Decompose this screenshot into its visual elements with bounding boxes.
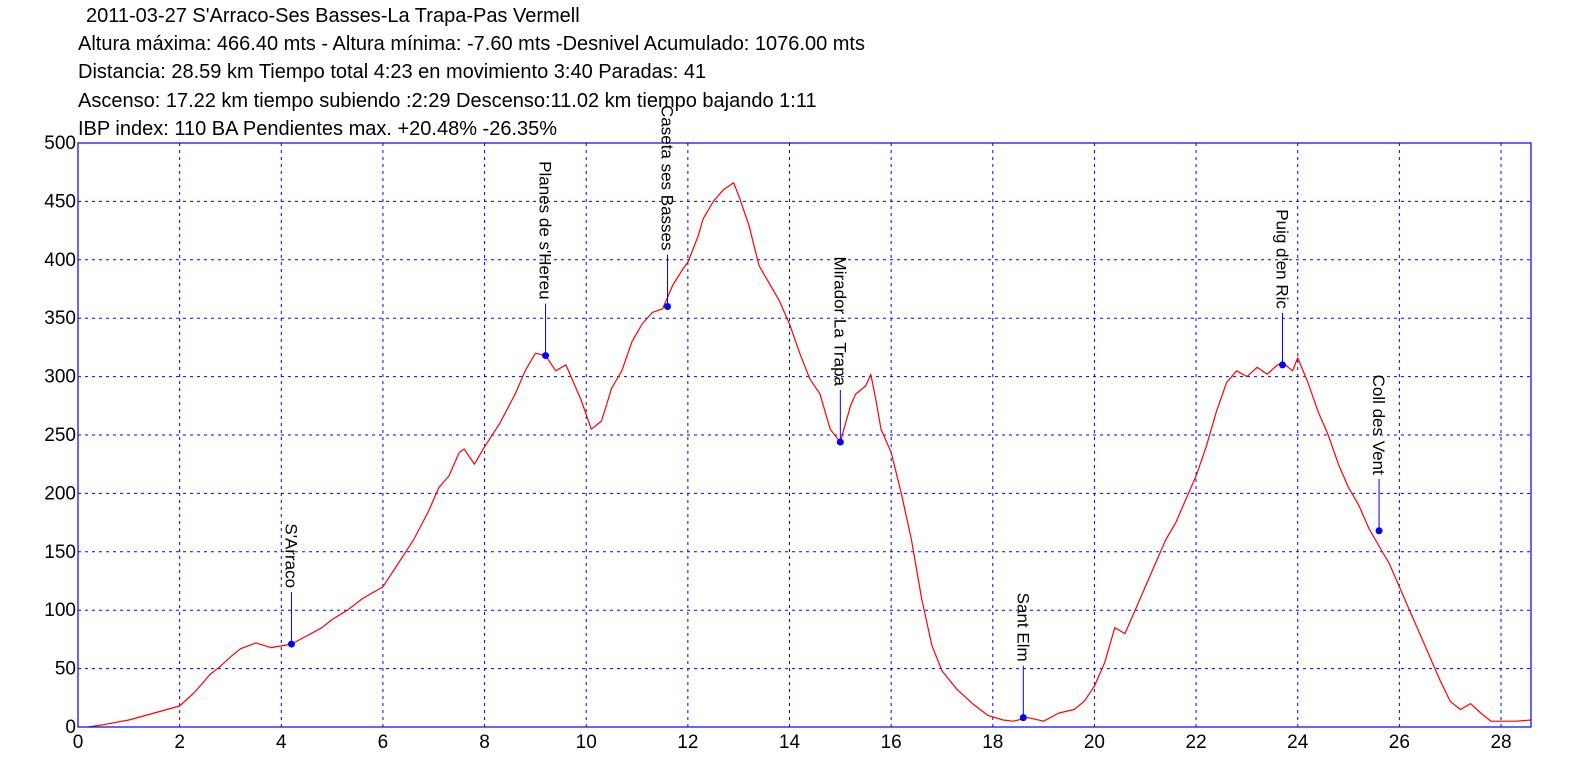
profile-line-layer: [88, 182, 1532, 728]
waypoint-marker: [664, 303, 672, 311]
x-tick-label: 12: [677, 732, 698, 753]
waypoint-marker: [287, 640, 295, 648]
elevation-profile-line: [88, 182, 1532, 728]
y-tick-label: 150: [44, 542, 76, 563]
x-tick-label: 24: [1287, 732, 1309, 753]
waypoint: Coll des Vent: [1369, 375, 1388, 535]
waypoint: Mirador La Trapa: [830, 257, 849, 446]
y-axis-tick-labels: 0 50 100 150 200 250 300 350 400 450 500: [44, 133, 76, 738]
y-tick-label: 450: [44, 191, 76, 212]
x-tick-label: 18: [982, 732, 1003, 753]
plot-frame: [77, 142, 1532, 728]
y-tick-label: 400: [44, 250, 76, 271]
x-axis-tick-labels: 0 2 4 6 8 10 12 14 16 18 20 22 24 26 28: [73, 732, 1512, 753]
plot-frame-layer: [77, 142, 1532, 728]
y-tick-label: 250: [44, 425, 76, 446]
waypoint: Puig d'en Ric: [1272, 209, 1291, 369]
waypoint-label: Coll des Vent: [1369, 375, 1388, 475]
y-tick-label: 200: [44, 483, 76, 504]
waypoint-marker: [542, 352, 550, 360]
y-tick-label: 50: [55, 659, 76, 680]
y-tick-label: 300: [44, 367, 76, 388]
x-tick-label: 6: [378, 732, 389, 753]
waypoint-label: S'Arraco: [281, 523, 300, 588]
y-tick-label: 0: [65, 717, 76, 738]
x-tick-label: 10: [576, 732, 597, 753]
x-tick-label: 14: [779, 732, 801, 753]
x-tick-label: 26: [1389, 732, 1410, 753]
waypoint-marker: [1278, 361, 1286, 369]
waypoint: Sant Elm: [1013, 593, 1032, 722]
y-tick-label: 350: [44, 308, 76, 329]
grid: [78, 143, 1531, 727]
waypoint-label: Puig d'en Ric: [1272, 209, 1291, 309]
ibp-summary: IBP index: 110 BA Pendientes max. +20.48…: [78, 118, 558, 140]
x-tick-label: 4: [276, 732, 287, 753]
waypoint-marker: [1375, 527, 1383, 535]
distance-summary: Distancia: 28.59 km Tiempo total 4:23 en…: [78, 61, 707, 83]
waypoint-marker: [1019, 714, 1027, 722]
altitude-summary: Altura máxima: 466.40 mts - Altura mínim…: [78, 33, 865, 55]
x-tick-label: 8: [479, 732, 490, 753]
y-tick-label: 500: [44, 133, 76, 154]
x-tick-label: 20: [1084, 732, 1105, 753]
x-tick-label: 0: [73, 732, 84, 753]
ascent-summary: Ascenso: 17.22 km tiempo subiendo :2:29 …: [78, 90, 817, 112]
waypoint: Caseta ses Basses: [658, 105, 677, 311]
waypoint: Planes de s'Hereu: [536, 161, 555, 360]
waypoint: S'Arraco: [281, 523, 300, 648]
waypoints: S'Arraco Planes de s'Hereu Caseta ses Bass…: [281, 105, 1388, 722]
chart-header: 2011-03-27 S'Arraco-Ses Basses-La Trapa-…: [0, 0, 1596, 145]
chart-title: 2011-03-27 S'Arraco-Ses Basses-La Trapa-…: [86, 5, 580, 27]
waypoint-label: Caseta ses Basses: [658, 105, 677, 251]
x-tick-label: 2: [174, 732, 185, 753]
waypoint-label: Sant Elm: [1013, 593, 1032, 662]
y-tick-label: 100: [44, 600, 76, 621]
waypoint-marker: [836, 438, 844, 446]
waypoint-label: Mirador La Trapa: [830, 257, 849, 387]
x-tick-label: 22: [1186, 732, 1207, 753]
x-tick-label: 28: [1490, 732, 1511, 753]
x-tick-label: 16: [881, 732, 902, 753]
waypoint-label: Planes de s'Hereu: [536, 161, 555, 299]
